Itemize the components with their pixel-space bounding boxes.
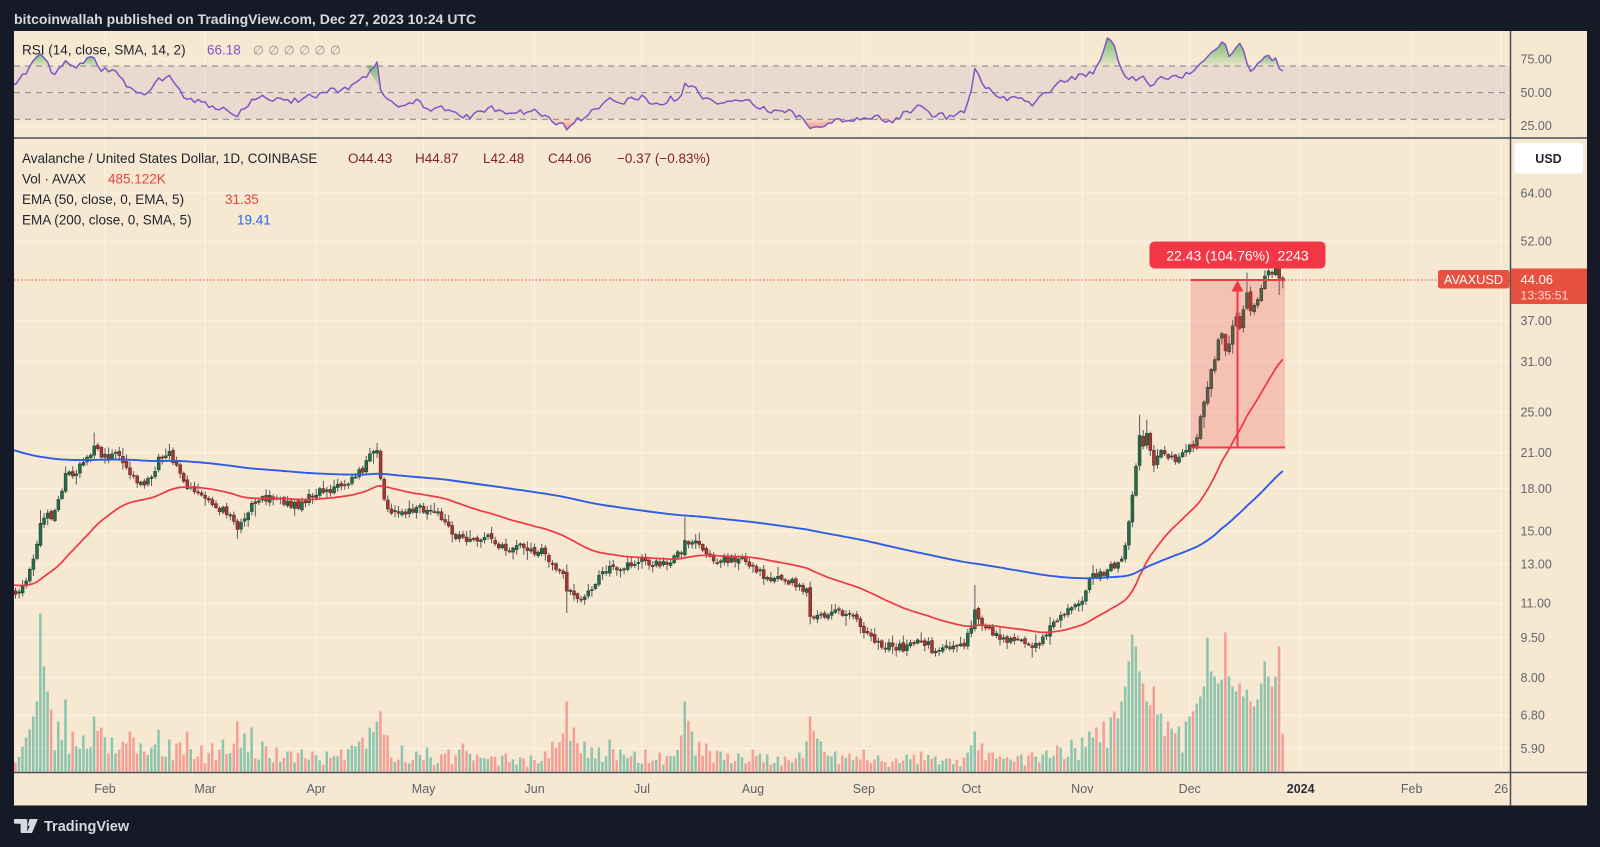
svg-text:44.06: 44.06: [1521, 272, 1554, 287]
svg-text:AVAXUSD: AVAXUSD: [1444, 272, 1503, 287]
svg-text:64.00: 64.00: [1521, 186, 1552, 200]
svg-text:Nov: Nov: [1071, 782, 1094, 796]
svg-text:11.00: 11.00: [1521, 597, 1551, 611]
svg-text:L42.48: L42.48: [483, 151, 524, 166]
svg-text:6.80: 6.80: [1521, 709, 1545, 723]
svg-text:∅∅∅∅∅∅: ∅∅∅∅∅∅: [253, 44, 345, 58]
svg-text:52.00: 52.00: [1521, 235, 1552, 249]
svg-text:EMA (200, close, 0, SMA, 5): EMA (200, close, 0, SMA, 5): [22, 213, 192, 228]
svg-text:26: 26: [1494, 782, 1508, 796]
svg-text:8.00: 8.00: [1521, 671, 1545, 685]
svg-text:H44.87: H44.87: [415, 151, 459, 166]
svg-text:21.00: 21.00: [1521, 446, 1552, 460]
svg-text:19.41: 19.41: [237, 213, 271, 228]
svg-text:USD: USD: [1535, 152, 1561, 166]
svg-text:18.00: 18.00: [1521, 482, 1552, 496]
svg-text:C44.06: C44.06: [548, 151, 592, 166]
svg-text:TradingView: TradingView: [44, 819, 130, 835]
svg-text:25.00: 25.00: [1521, 119, 1552, 133]
svg-text:RSI (14, close, SMA, 14, 2): RSI (14, close, SMA, 14, 2): [22, 43, 186, 58]
svg-text:Feb: Feb: [1401, 782, 1423, 796]
svg-text:Jul: Jul: [634, 782, 650, 796]
svg-text:Avalanche / United States Doll: Avalanche / United States Dollar, 1D, CO…: [22, 151, 317, 166]
svg-text:31.35: 31.35: [225, 192, 259, 207]
svg-text:Feb: Feb: [94, 782, 116, 796]
svg-text:75.00: 75.00: [1521, 53, 1552, 67]
svg-text:5.90: 5.90: [1521, 742, 1545, 756]
svg-text:Sep: Sep: [853, 782, 875, 796]
svg-text:Aug: Aug: [742, 782, 764, 796]
svg-text:O44.43: O44.43: [348, 151, 392, 166]
svg-text:Apr: Apr: [306, 782, 325, 796]
svg-text:37.00: 37.00: [1521, 314, 1552, 328]
svg-text:2024: 2024: [1287, 782, 1315, 796]
svg-text:22.43 (104.76%) 2243: 22.43 (104.76%) 2243: [1166, 248, 1309, 264]
svg-text:15.00: 15.00: [1521, 524, 1552, 538]
svg-text:Vol · AVAX: Vol · AVAX: [22, 172, 86, 187]
svg-text:31.00: 31.00: [1521, 355, 1552, 369]
svg-text:bitcoinwallah published on Tra: bitcoinwallah published on TradingView.c…: [14, 11, 476, 27]
svg-text:Jun: Jun: [525, 782, 545, 796]
svg-text:Oct: Oct: [962, 782, 982, 796]
svg-text:13:35:51: 13:35:51: [1521, 289, 1569, 303]
svg-text:13.00: 13.00: [1521, 558, 1552, 572]
svg-text:485.122K: 485.122K: [108, 172, 166, 187]
svg-text:Mar: Mar: [194, 782, 216, 796]
svg-text:25.00: 25.00: [1521, 405, 1552, 419]
svg-text:50.00: 50.00: [1521, 86, 1552, 100]
svg-text:−0.37 (−0.83%): −0.37 (−0.83%): [617, 151, 710, 166]
svg-text:May: May: [412, 782, 436, 796]
svg-text:EMA (50, close, 0, EMA, 5): EMA (50, close, 0, EMA, 5): [22, 192, 184, 207]
svg-text:9.50: 9.50: [1521, 631, 1545, 645]
svg-text:66.18: 66.18: [207, 43, 241, 58]
svg-text:Dec: Dec: [1179, 782, 1201, 796]
